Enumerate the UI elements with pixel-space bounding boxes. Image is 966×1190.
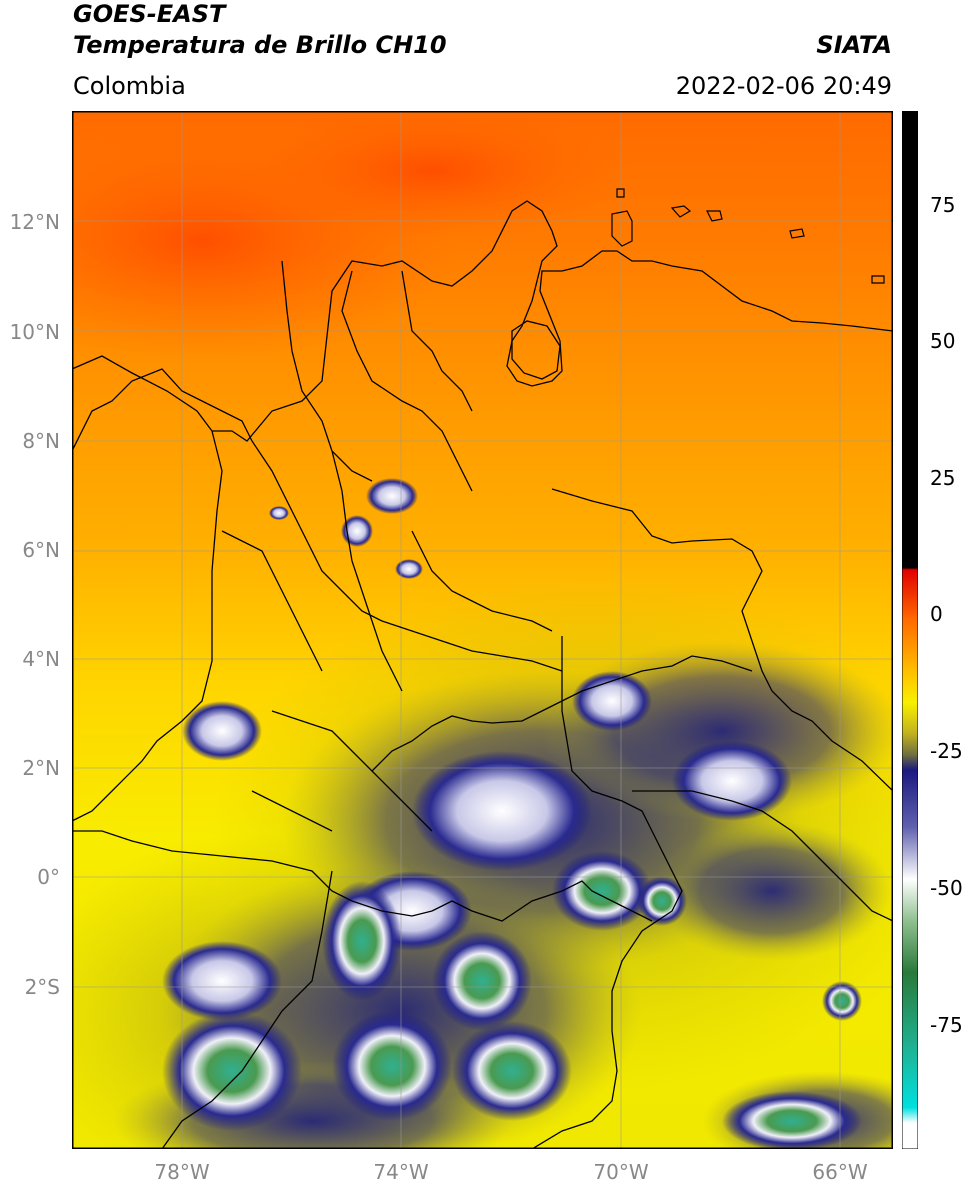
map-frame [72, 111, 893, 1149]
satellite-map [72, 111, 893, 1149]
lat-label-10n: 10°N [9, 320, 60, 344]
lon-label-74w: 74°W [373, 1160, 429, 1184]
agency-label: SIATA [816, 31, 892, 59]
lat-label-12n: 12°N [9, 210, 60, 234]
product-title: Temperatura de Brillo CH10 [73, 31, 447, 59]
colorbar-gradient [902, 111, 918, 1149]
lat-label-2n: 2°N [22, 756, 60, 780]
lat-label-2s: 2°S [24, 975, 60, 999]
satellite-title: GOES-EAST [73, 0, 226, 28]
graticule [72, 111, 893, 1149]
borders [72, 200, 893, 1149]
colorbar-label-25: 25 [930, 466, 956, 490]
colorbar-label-75: 75 [930, 193, 956, 217]
lat-label-6n: 6°N [22, 538, 60, 562]
colorbar-label-0: 0 [930, 602, 943, 626]
colorbar-label-neg75: -75 [930, 1013, 963, 1037]
lat-label-8n: 8°N [22, 429, 60, 453]
datetime-label: 2022-02-06 20:49 [675, 72, 892, 100]
region-label: Colombia [73, 72, 186, 100]
islands [611, 188, 885, 284]
lon-label-66w: 66°W [812, 1160, 868, 1184]
lon-label-70w: 70°W [593, 1160, 649, 1184]
colorbar-label-neg50: -50 [930, 876, 963, 900]
colorbar-label-neg25: -25 [930, 739, 963, 763]
colorbar-label-50: 50 [930, 329, 956, 353]
lat-label-0: 0° [37, 865, 60, 889]
lat-label-4n: 4°N [22, 647, 60, 671]
temperature-colorbar [902, 111, 918, 1149]
lon-label-78w: 78°W [154, 1160, 210, 1184]
